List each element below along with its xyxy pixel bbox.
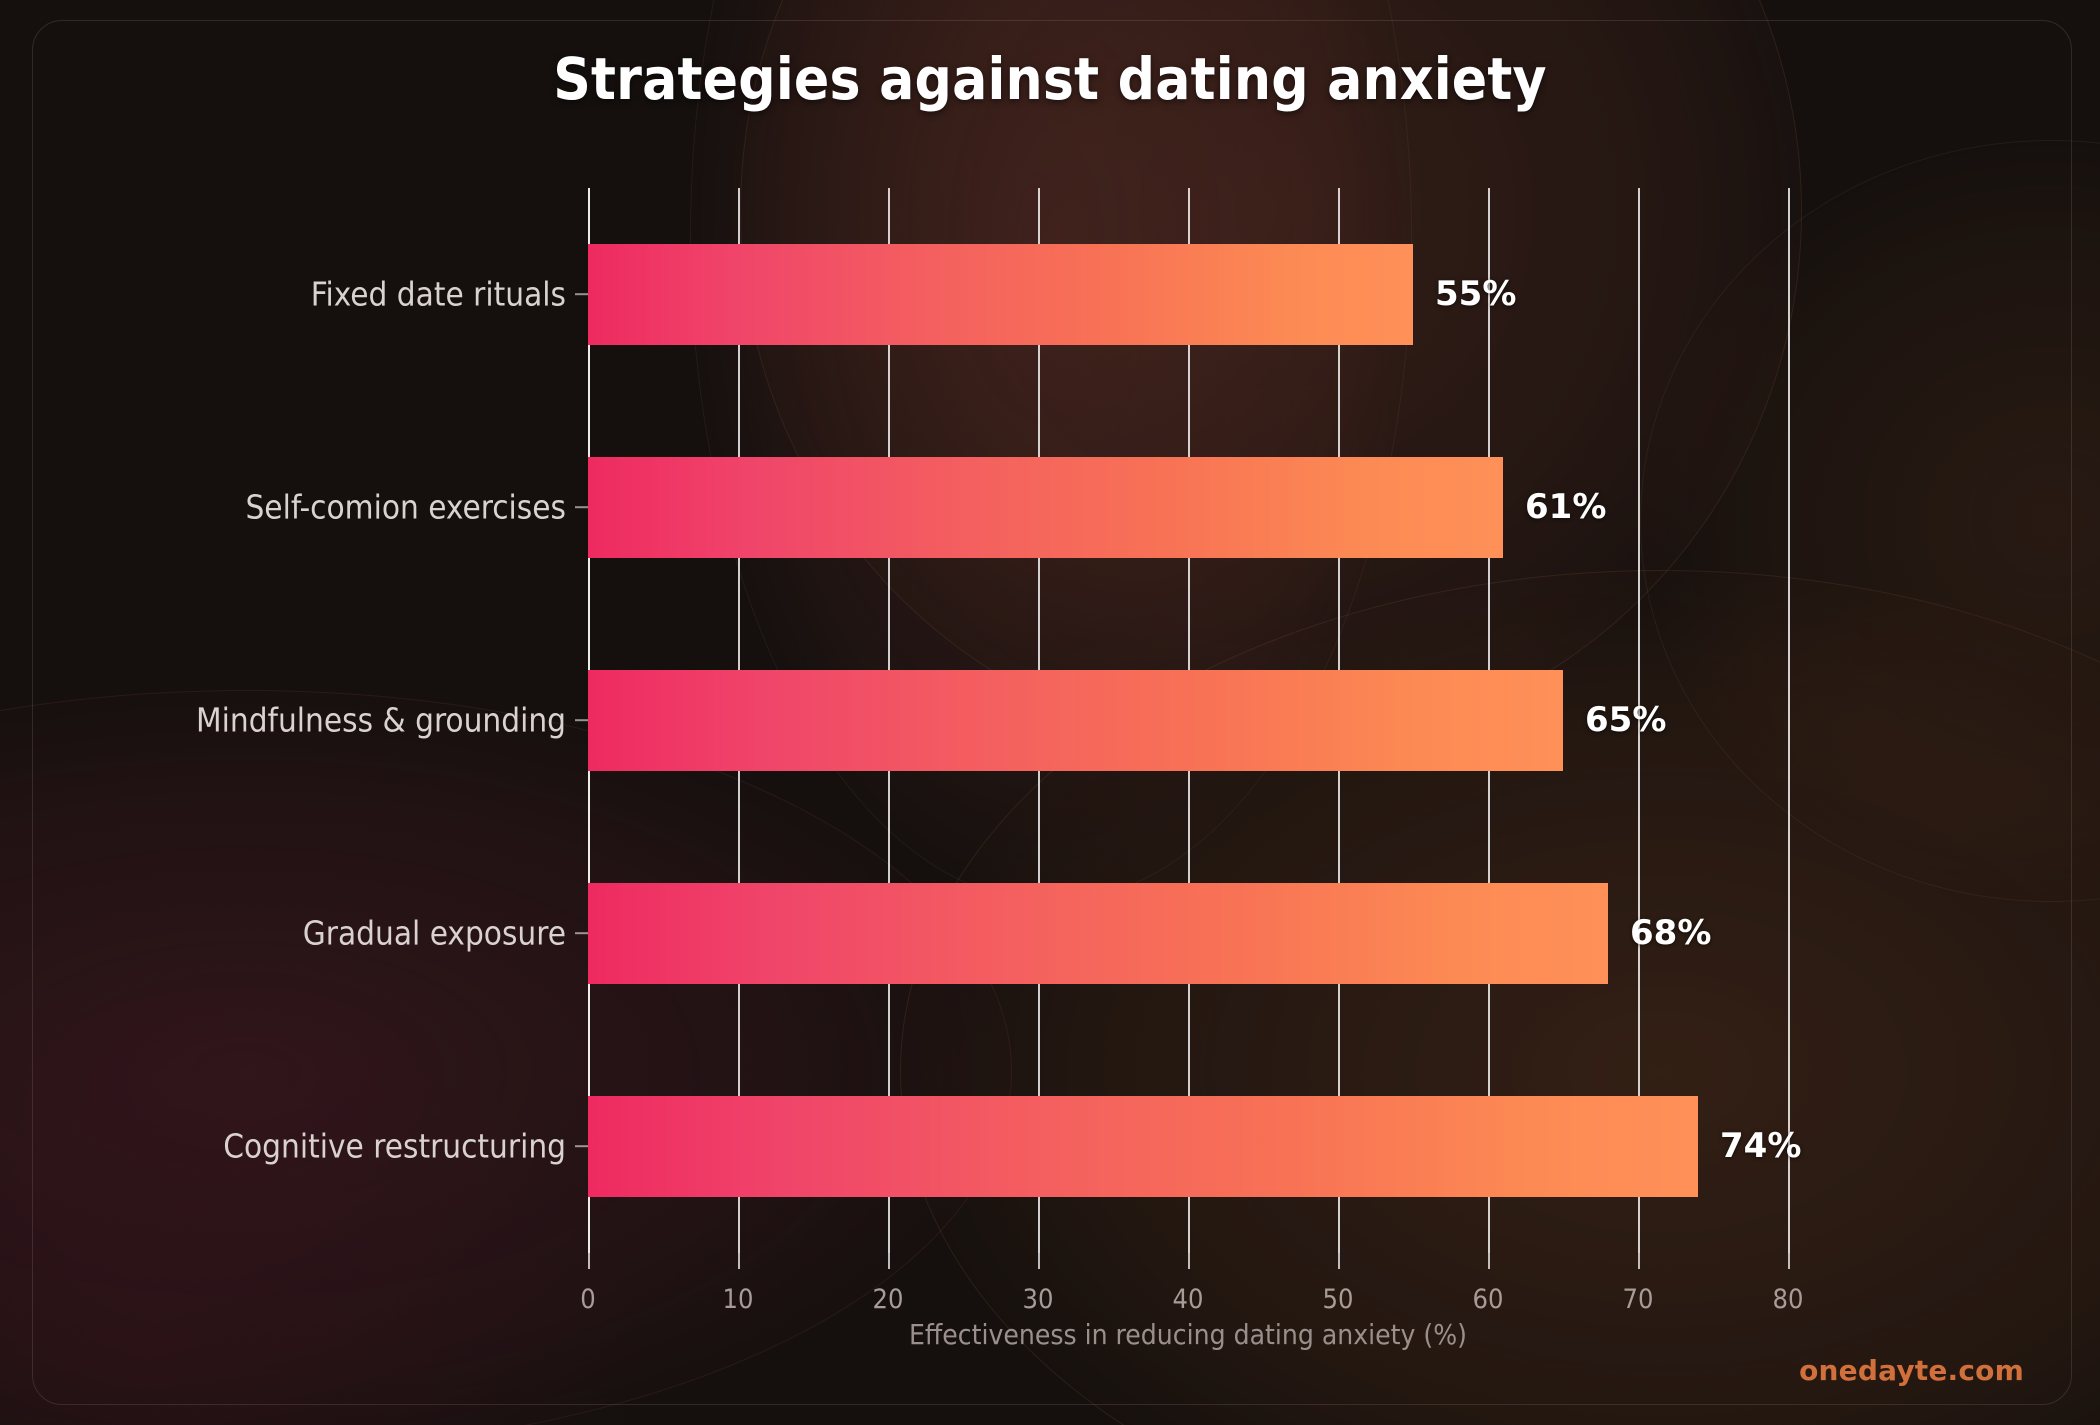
x-axis-tick-label: 70 [1622,1284,1654,1315]
y-axis-tick [575,719,588,722]
x-axis-tick [1788,1253,1790,1269]
x-axis-tick-label: 40 [1172,1284,1204,1315]
y-axis-category-label: Self-comion exercises [245,487,566,527]
bar[interactable] [588,244,1413,345]
x-axis-tick-label: 60 [1472,1284,1504,1315]
watermark: onedayte.com [1799,1354,2024,1387]
category-label-slot: Self-comion exercises [28,457,588,557]
x-axis-tick [1338,1253,1340,1269]
bar[interactable] [588,670,1563,771]
y-axis-category-label: Mindfulness & grounding [196,700,566,740]
bar-value-label: 61% [1525,487,1607,528]
plot-area: Effectiveness in reducing dating anxiety… [196,188,1803,1351]
bar-value-label: 68% [1630,913,1712,954]
bar-value-label: 65% [1585,700,1667,741]
y-axis-category-label: Cognitive restructuring [223,1126,566,1166]
bar-row[interactable]: 61% Self-comion exercises [245,457,1788,558]
background-blob-bottom-left [0,980,640,1425]
x-axis-tick [1488,1253,1490,1269]
bar-row[interactable]: 65% Mindfulness & grounding [196,670,1788,771]
x-axis-tick-label: 30 [1022,1284,1054,1315]
x-axis-tick-label: 10 [722,1284,754,1315]
x-axis-title: Effectiveness in reducing dating anxiety… [908,1318,1468,1351]
x-axis-tick [588,1253,590,1269]
y-axis-tick [575,506,588,509]
x-axis-tick-label: 20 [872,1284,904,1315]
bar[interactable] [588,457,1503,558]
gridline [1788,188,1790,1253]
gridline [1638,188,1640,1253]
x-axis-tick [738,1253,740,1269]
bar-row[interactable]: 55% Fixed date rituals [311,244,1788,345]
bar-value-label: 74% [1720,1126,1802,1167]
y-axis-category-label: Fixed date rituals [310,274,566,314]
x-axis-tick-label: 50 [1322,1284,1354,1315]
category-label-slot: Cognitive restructuring [28,1096,588,1196]
category-label-slot: Fixed date rituals [28,244,588,344]
bar-row[interactable]: 68% Gradual exposure [303,883,1788,984]
x-axis-tick-label: 80 [1772,1284,1804,1315]
category-label-slot: Mindfulness & grounding [28,670,588,770]
bar-row[interactable]: 74% Cognitive restructuring [223,1096,1801,1197]
chart-title: Strategies against dating anxiety [553,45,1547,113]
bar[interactable] [588,1096,1698,1197]
x-axis-tick [1038,1253,1040,1269]
bar[interactable] [588,883,1608,984]
category-label-slot: Gradual exposure [28,883,588,983]
y-axis-tick [575,932,588,935]
x-axis-tick [1638,1253,1640,1269]
x-axis-tick-label: 0 [580,1284,596,1315]
y-axis-tick [575,293,588,296]
x-axis-tick [1188,1253,1190,1269]
x-axis-tick [888,1253,890,1269]
bar-value-label: 55% [1435,274,1517,315]
y-axis-tick [575,1145,588,1148]
y-axis-category-label: Gradual exposure [302,913,566,953]
